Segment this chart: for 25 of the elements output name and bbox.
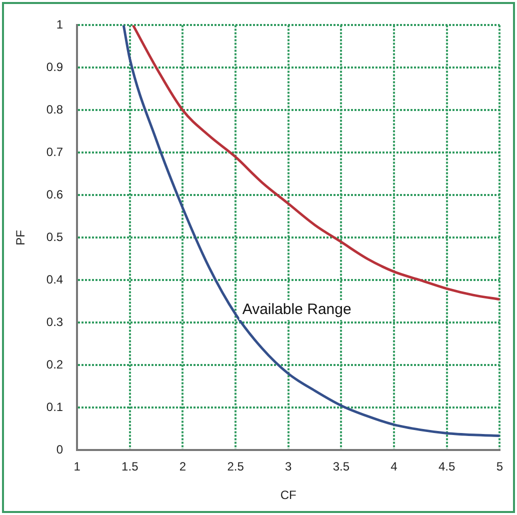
y-tick-label: 0.2 [46,358,64,372]
y-tick-label: 1 [56,18,64,32]
y-axis-title: PF [14,230,28,246]
y-tick-label: 0.1 [46,400,64,414]
x-tick-label: 1 [74,460,81,474]
line-series [132,25,500,301]
y-tick-label: 0 [56,442,64,457]
y-tick-label: 0.8 [46,102,64,117]
y-tick-label: 0.9 [46,60,64,74]
y-tick-label: 0.5 [46,230,64,244]
x-tick-label: 5 [496,460,504,474]
y-tick-label: 0.6 [46,188,64,202]
x-tick-label: 2 [179,460,186,474]
annotation: Available Range [242,301,352,318]
x-tick-label: 4.5 [438,460,456,474]
x-axis-title: CF [280,488,296,502]
x-tick-label: 1.5 [122,460,139,474]
x-tick-label: 4 [390,460,398,474]
line-series [122,25,500,437]
y-tick-label: 0.3 [46,315,64,330]
y-tick-label: 0.7 [46,145,64,160]
y-tick-label: 0.4 [46,272,64,287]
x-tick-label: 2.5 [227,460,244,474]
x-tick-label: 3 [285,460,292,474]
x-tick-label: 3.5 [332,460,350,474]
